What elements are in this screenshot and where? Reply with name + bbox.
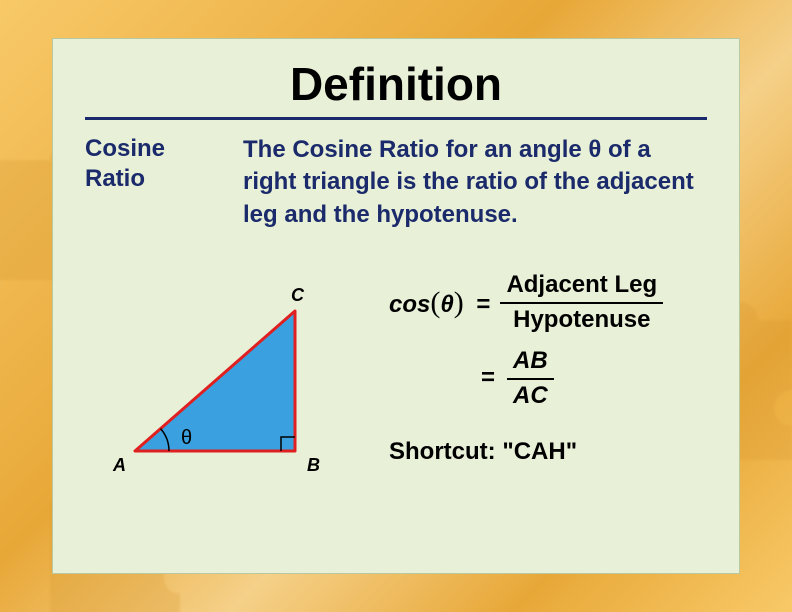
func-name: cos: [389, 291, 430, 318]
vertex-label-c: C: [291, 285, 304, 306]
card-title: Definition: [85, 57, 707, 111]
triangle-svg: [85, 271, 365, 491]
formula-line-2: = AB AC: [481, 347, 707, 411]
fraction-sides: AB AC: [507, 347, 554, 411]
formula-block: cos(θ) = Adjacent Leg Hypotenuse = AB AC…: [389, 271, 707, 467]
fraction-denominator: Hypotenuse: [500, 304, 663, 335]
title-rule: [85, 117, 707, 120]
formula-line-1: cos(θ) = Adjacent Leg Hypotenuse: [389, 271, 707, 335]
term-label: Cosine Ratio: [85, 134, 215, 231]
lower-content: A B C θ cos(θ) = Adjacent Leg Hypotenuse…: [85, 271, 707, 491]
fraction-words: Adjacent Leg Hypotenuse: [500, 271, 663, 335]
formula-lhs: cos(θ) =: [389, 285, 496, 321]
equals-sign: =: [476, 291, 490, 318]
fraction-denominator: AC: [507, 380, 554, 411]
func-arg: θ: [440, 291, 453, 318]
equals-sign: =: [481, 364, 495, 393]
vertex-label-b: B: [307, 455, 320, 476]
shortcut-label: Shortcut: "CAH": [389, 438, 707, 467]
definition-row: Cosine Ratio The Cosine Ratio for an ang…: [85, 134, 707, 231]
triangle-diagram: A B C θ: [85, 271, 365, 491]
triangle-shape: [135, 311, 295, 451]
theta-label: θ: [181, 427, 192, 450]
fraction-numerator: Adjacent Leg: [500, 271, 663, 304]
definition-card: Definition Cosine Ratio The Cosine Ratio…: [52, 38, 740, 574]
vertex-label-a: A: [113, 455, 126, 476]
fraction-numerator: AB: [507, 347, 554, 380]
term-description: The Cosine Ratio for an angle θ of a rig…: [243, 134, 707, 231]
